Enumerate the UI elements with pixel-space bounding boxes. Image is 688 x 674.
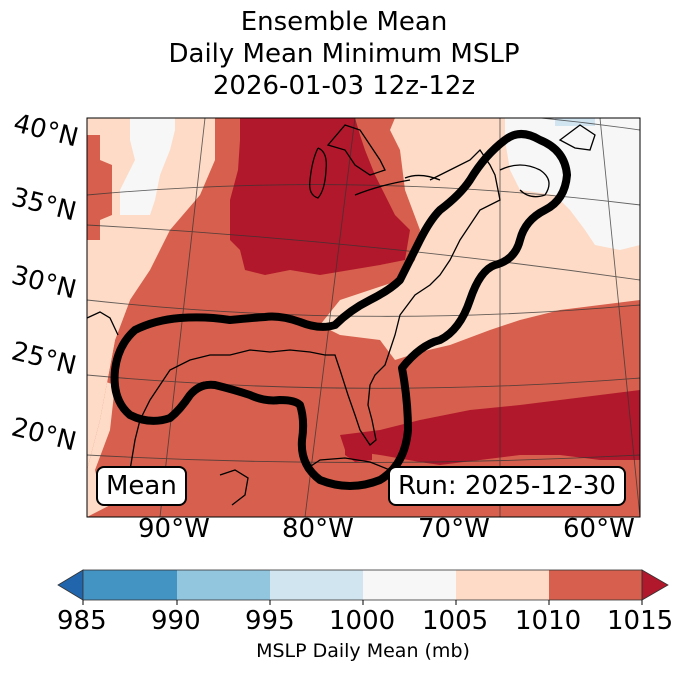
lake-ontario [404, 174, 441, 181]
colorbar-bin-985-990 [83, 570, 177, 600]
cb-label-995: 995 [245, 606, 295, 636]
chart-title-line1: Ensemble Mean [240, 7, 448, 37]
gridline-lon-60 [599, 118, 640, 517]
chart-title-line3: 2026-01-03 12z-12z [212, 71, 476, 101]
lake-erie [354, 179, 411, 196]
cb-label-1005: 1005 [422, 606, 489, 636]
colorbar-bin-1000-1005 [363, 570, 456, 600]
annotation-mean: Mean [96, 466, 187, 506]
contour-line [110, 130, 571, 490]
gridline-lat-15a [87, 454, 640, 463]
yucatan [219, 469, 249, 506]
chart-title-line2: Daily Mean Minimum MSLP [168, 39, 520, 69]
gridline-lon-80 [304, 118, 356, 517]
nova-scotia [499, 164, 550, 198]
field-gt1015-south [340, 390, 640, 465]
lon-label-90w: 90°W [138, 514, 210, 544]
colorbar [57, 569, 669, 605]
annotation-run-date: Run: 2025-12-30 [388, 466, 626, 506]
gridline-lat-40 [87, 118, 640, 131]
newfoundland [558, 124, 596, 151]
colorbar-bin-990-995 [177, 570, 270, 600]
mslp-field [87, 118, 640, 517]
cb-label-1010: 1010 [515, 606, 582, 636]
lon-label-60w: 60°W [563, 514, 635, 544]
field-1005-1010-west-b [87, 300, 130, 517]
field-1000-1005-northeast [505, 118, 640, 250]
us-east-gulf-coast [129, 148, 501, 501]
lake-huron [326, 124, 386, 176]
cb-label-1000: 1000 [329, 606, 396, 636]
gridline-lat-25a [87, 299, 640, 317]
colorbar-bin-995-1000 [270, 570, 363, 600]
mexico-coast [87, 311, 119, 336]
cb-label-990: 990 [151, 606, 201, 636]
field-1005-1010-west [87, 118, 215, 470]
colorbar-label: MSLP Daily Mean (mb) [256, 640, 470, 662]
colorbar-bin-1010-1015 [549, 570, 642, 600]
map-frame [86, 117, 641, 518]
field-gt1015-florida [345, 438, 372, 462]
gridline-lat-30-s [87, 224, 640, 281]
lake-michigan [309, 147, 327, 199]
lon-label-80w: 80°W [282, 514, 354, 544]
lon-label-70w: 70°W [418, 514, 490, 544]
colorbar-bin-1005-1010 [456, 570, 549, 600]
colorbar-extend-low [57, 569, 84, 601]
cb-label-1015: 1015 [607, 606, 674, 636]
cb-label-985: 985 [57, 606, 107, 636]
colorbar-extend-high [641, 569, 669, 601]
field-gt1015-interior [230, 118, 410, 275]
